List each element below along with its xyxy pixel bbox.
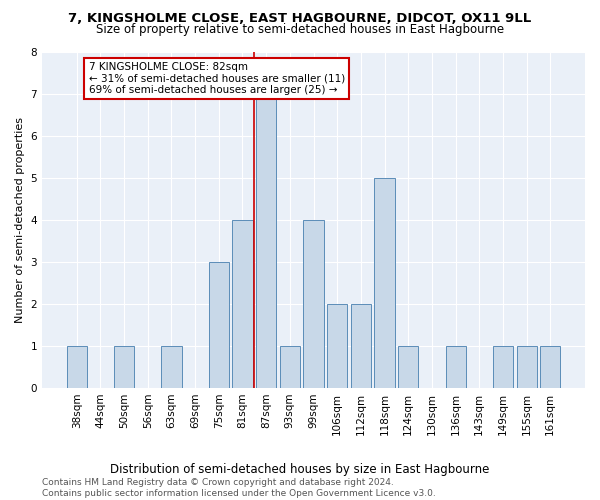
- Bar: [446, 346, 466, 388]
- Bar: [209, 262, 229, 388]
- Bar: [327, 304, 347, 388]
- Y-axis label: Number of semi-detached properties: Number of semi-detached properties: [15, 117, 25, 323]
- Bar: [161, 346, 182, 388]
- Bar: [398, 346, 418, 388]
- Bar: [304, 220, 323, 388]
- Text: Distribution of semi-detached houses by size in East Hagbourne: Distribution of semi-detached houses by …: [110, 462, 490, 475]
- Text: Contains HM Land Registry data © Crown copyright and database right 2024.
Contai: Contains HM Land Registry data © Crown c…: [42, 478, 436, 498]
- Bar: [374, 178, 395, 388]
- Bar: [67, 346, 87, 388]
- Bar: [493, 346, 513, 388]
- Bar: [517, 346, 536, 388]
- Bar: [280, 346, 300, 388]
- Bar: [232, 220, 253, 388]
- Text: 7 KINGSHOLME CLOSE: 82sqm
← 31% of semi-detached houses are smaller (11)
69% of : 7 KINGSHOLME CLOSE: 82sqm ← 31% of semi-…: [89, 62, 345, 95]
- Bar: [540, 346, 560, 388]
- Bar: [256, 94, 276, 388]
- Bar: [351, 304, 371, 388]
- Bar: [114, 346, 134, 388]
- Text: 7, KINGSHOLME CLOSE, EAST HAGBOURNE, DIDCOT, OX11 9LL: 7, KINGSHOLME CLOSE, EAST HAGBOURNE, DID…: [68, 12, 532, 26]
- Text: Size of property relative to semi-detached houses in East Hagbourne: Size of property relative to semi-detach…: [96, 22, 504, 36]
